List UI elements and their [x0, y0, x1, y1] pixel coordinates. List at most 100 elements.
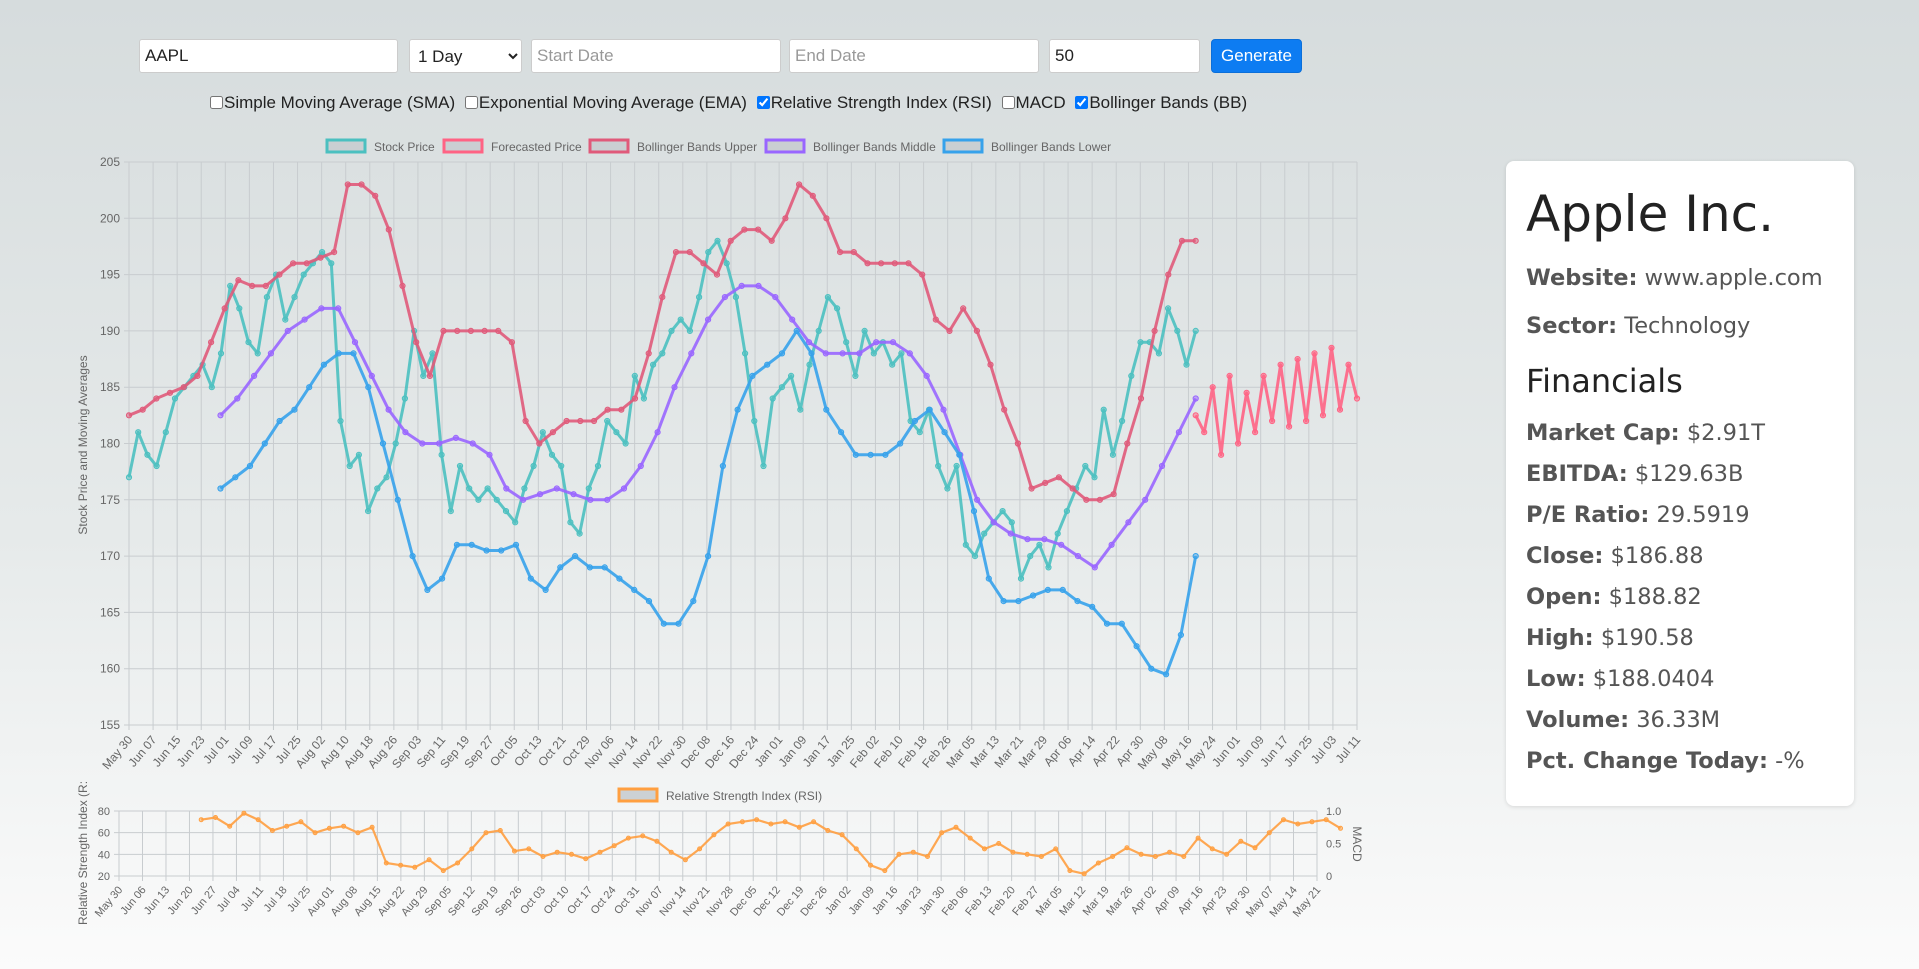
bb-checkbox[interactable] — [1075, 96, 1089, 109]
data-point-stock — [944, 485, 951, 492]
sma-option[interactable]: Simple Moving Average (SMA) — [210, 93, 455, 112]
data-point-stock — [778, 384, 786, 391]
macd-option[interactable]: MACD — [1001, 93, 1066, 112]
ema-option[interactable]: Exponential Moving Average (EMA) — [464, 93, 747, 112]
data-point-stock — [548, 451, 556, 458]
legend-label: Bollinger Bands Lower — [991, 140, 1111, 154]
y-tick-label: 20 — [98, 871, 110, 883]
data-point-bb_middle — [822, 350, 829, 357]
data-point-stock — [788, 372, 795, 379]
data-point-bb_middle — [536, 491, 544, 498]
sma-checkbox[interactable] — [210, 96, 223, 109]
bb-option[interactable]: Bollinger Bands (BB) — [1075, 93, 1247, 112]
data-point-bb_middle — [990, 519, 998, 526]
data-point-bb_middle — [974, 496, 981, 503]
legend-swatch — [764, 138, 806, 154]
data-point-stock — [834, 305, 841, 312]
data-point-rsi — [469, 846, 475, 852]
fin-value: 29.5919 — [1656, 502, 1750, 528]
y-tick-label: 60 — [98, 828, 110, 840]
data-point-stock — [1165, 305, 1172, 312]
data-point-bb_middle — [318, 305, 325, 312]
data-point-rsi — [825, 828, 831, 833]
x-tick-label: May 30 — [93, 884, 125, 919]
data-point-bb_upper — [645, 350, 652, 357]
fin-label: Close: — [1526, 543, 1604, 569]
data-point-bb_middle — [1158, 462, 1166, 470]
interval-select[interactable]: 1 Day — [409, 39, 522, 73]
data-point-bb_lower — [424, 586, 431, 593]
data-point-bb_lower — [1059, 586, 1066, 593]
ema-checkbox[interactable] — [464, 96, 478, 109]
data-point-stock — [475, 496, 482, 503]
data-point-bb_middle — [738, 282, 745, 289]
data-point-rsi — [326, 825, 332, 831]
data-point-stock — [502, 508, 510, 515]
data-point-bb_middle — [1108, 541, 1115, 548]
data-point-bb_upper — [358, 181, 365, 188]
rsi-checkbox[interactable] — [756, 96, 770, 109]
data-point-stock — [291, 294, 298, 301]
data-point-rsi — [426, 857, 432, 863]
data-point-bb_lower — [232, 474, 239, 481]
data-point-bb_lower — [320, 361, 327, 368]
data-point-bb_upper — [782, 215, 789, 222]
data-point-rsi — [967, 835, 973, 841]
data-point-bb_lower — [246, 462, 254, 470]
data-point-bb_middle — [688, 350, 695, 357]
data-point-bb_middle — [385, 406, 392, 413]
generate-button[interactable]: Generate — [1211, 39, 1302, 73]
data-point-bb_upper — [577, 417, 584, 425]
ticker-input[interactable] — [139, 39, 398, 73]
data-point-bb_middle — [856, 350, 863, 357]
macd-checkbox[interactable] — [1001, 96, 1015, 109]
data-point-bb_upper — [563, 417, 570, 425]
data-point-bb_middle — [503, 485, 510, 492]
sector-row: Sector: Technology — [1526, 313, 1750, 339]
data-point-bb_lower — [616, 575, 623, 582]
data-point-stock — [751, 417, 758, 425]
data-point-bb_middle — [553, 485, 560, 492]
data-point-bb_upper — [891, 260, 898, 267]
data-point-bb_upper — [960, 305, 967, 312]
y-tick-label: 190 — [100, 324, 120, 338]
data-point-stock — [429, 350, 436, 357]
data-point-stock — [466, 485, 473, 492]
data-point-bb_upper — [631, 395, 639, 402]
data-point-bb_upper — [508, 339, 515, 346]
data-point-bb_upper — [700, 260, 707, 267]
data-point-forecast — [1218, 451, 1225, 458]
data-point-bb_lower — [498, 547, 505, 554]
data-point-bb_upper — [344, 181, 351, 188]
website-label: Website: — [1526, 265, 1638, 291]
data-point-stock — [1192, 327, 1199, 334]
data-point-bb_lower — [1163, 671, 1170, 678]
data-point-bb_upper — [1178, 237, 1186, 244]
data-point-bb_lower — [439, 575, 446, 582]
data-point-bb_lower — [985, 575, 992, 582]
data-point-bb_middle — [1058, 541, 1065, 548]
rsi-option[interactable]: Relative Strength Index (RSI) — [756, 93, 992, 112]
start-date-input[interactable] — [531, 39, 781, 73]
data-point-rsi — [583, 856, 589, 862]
count-input[interactable] — [1049, 39, 1200, 73]
data-point-stock — [650, 361, 657, 368]
x-tick-label: Jul 04 — [215, 884, 243, 914]
data-point-bb_upper — [850, 249, 857, 256]
data-point-bb_middle — [1175, 429, 1183, 436]
end-date-input[interactable] — [789, 39, 1039, 73]
data-point-rsi — [241, 810, 247, 816]
data-point-bb_upper — [153, 395, 160, 402]
data-point-stock — [677, 316, 684, 323]
data-point-rsi — [455, 860, 461, 866]
data-point-bb_middle — [772, 294, 779, 301]
data-point-rsi — [1095, 860, 1101, 866]
data-point-bb_lower — [350, 350, 357, 357]
data-point-stock — [1109, 451, 1117, 458]
data-point-bb_middle — [721, 294, 729, 301]
data-point-bb_upper — [1001, 406, 1008, 413]
data-point-bb_lower — [557, 564, 564, 571]
fin-label: Pct. Change Today: — [1526, 748, 1768, 774]
